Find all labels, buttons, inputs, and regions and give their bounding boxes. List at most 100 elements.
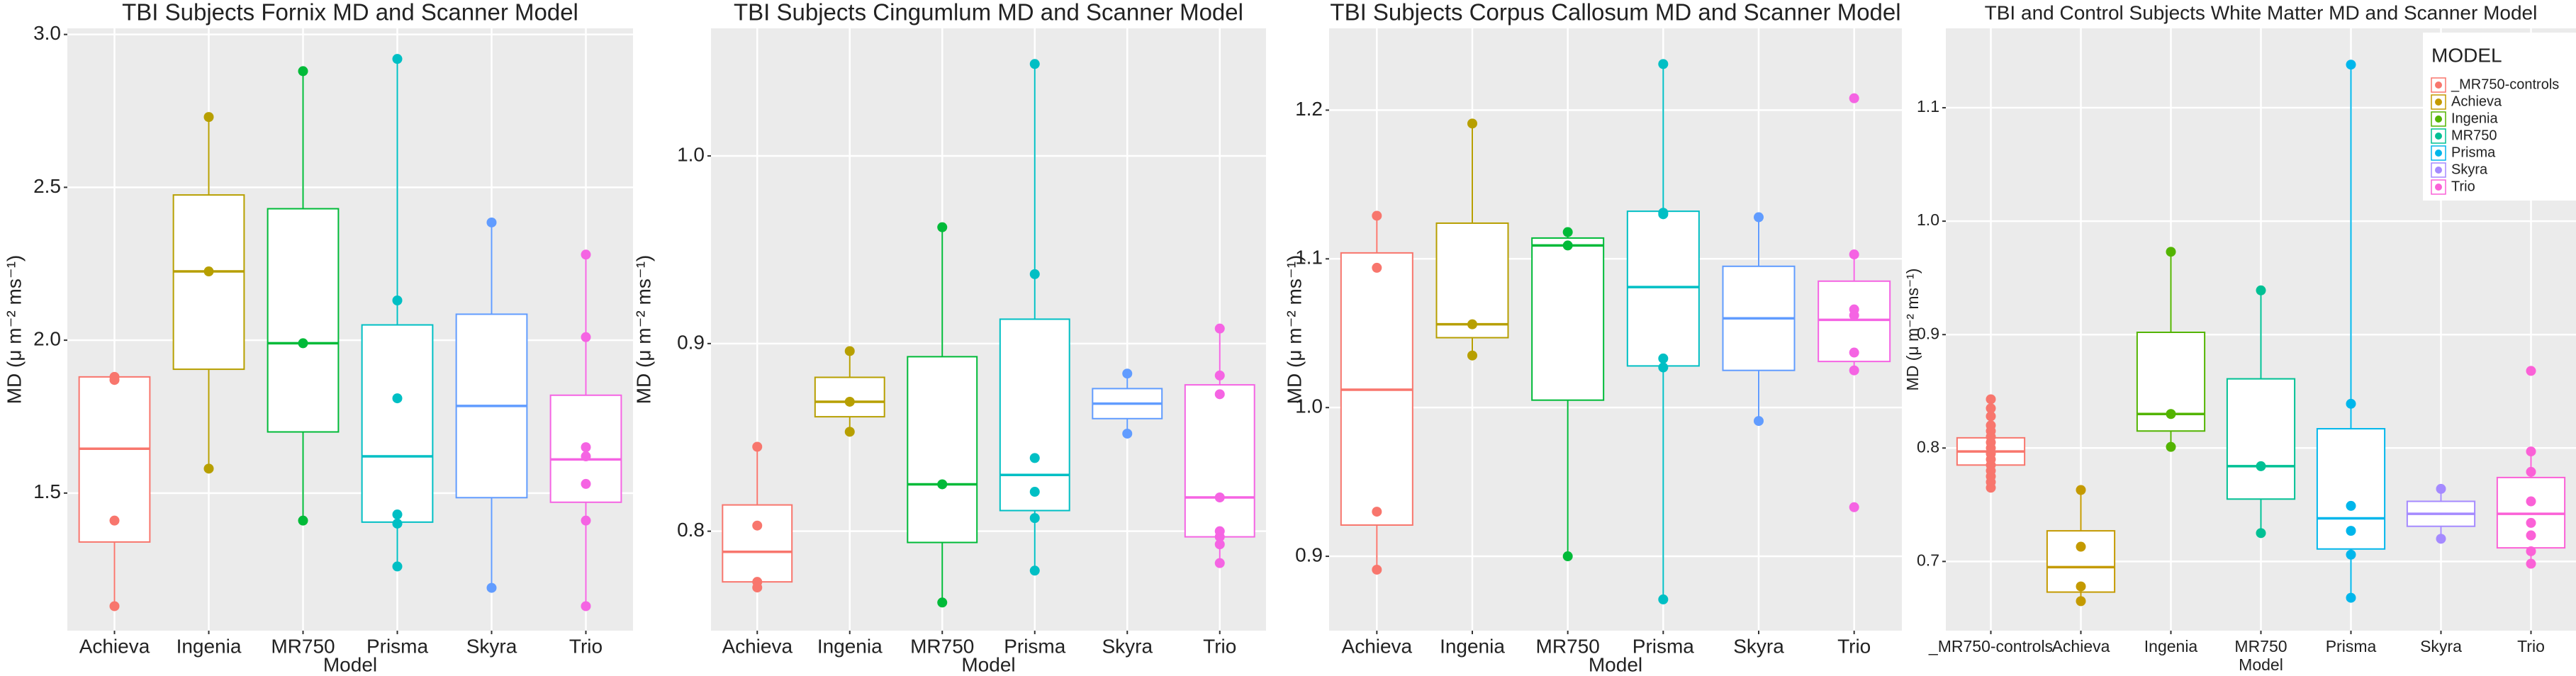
point [109, 371, 120, 382]
point [109, 515, 120, 526]
y-tick-label: 3.0 [33, 22, 61, 44]
box [1184, 384, 1255, 538]
y-tick-label: 1.0 [1917, 210, 1939, 229]
point [844, 346, 855, 356]
x-tick-label: MR750 [2234, 637, 2287, 655]
legend-label: Ingenia [2451, 111, 2498, 126]
box [78, 376, 151, 543]
point [1849, 502, 1859, 512]
x-tick-label: MR750 [1536, 635, 1600, 657]
box [2226, 378, 2296, 500]
legend-point [2435, 167, 2442, 174]
point [1029, 453, 1040, 463]
x-axis-title: Model [2239, 655, 2283, 674]
y-axis-title: MD (μ m⁻² ms⁻¹) [1903, 269, 1922, 391]
point [1467, 350, 1477, 361]
point [1214, 370, 1225, 381]
point [2076, 596, 2086, 607]
point [1658, 208, 1669, 218]
y-tick-label: 1.1 [1917, 97, 1939, 116]
point [1986, 403, 1996, 414]
x-tick-label: Skyra [1102, 635, 1153, 657]
x-tick-label: Skyra [2420, 637, 2462, 655]
point [2346, 549, 2356, 560]
point [486, 217, 497, 227]
box [999, 318, 1070, 512]
point [1122, 368, 1133, 379]
x-axis-title: Model [961, 653, 1015, 675]
y-axis-title: MD (μ m⁻² ms⁻¹) [3, 255, 25, 405]
point [1214, 492, 1225, 502]
point [1214, 526, 1225, 536]
point [392, 509, 403, 520]
box [2046, 530, 2116, 593]
point [203, 112, 214, 123]
y-tick-label: 1.2 [1295, 98, 1323, 120]
point [1122, 428, 1133, 439]
legend-box [2423, 33, 2576, 201]
chart-title: TBI and Control Subjects White Matter MD… [1985, 1, 2538, 23]
legend-point [2435, 81, 2442, 89]
point [1214, 539, 1225, 550]
point [392, 518, 403, 529]
point [2526, 446, 2536, 457]
legend-label: MR750 [2451, 128, 2497, 143]
legend-label: Prisma [2451, 145, 2496, 160]
point [1562, 227, 1573, 237]
point [203, 266, 214, 277]
point [1029, 487, 1040, 497]
y-tick-label: 0.8 [1917, 437, 1939, 456]
x-tick-label: Trio [2517, 637, 2545, 655]
point [1029, 513, 1040, 524]
y-tick-label: 0.8 [677, 519, 705, 541]
point [1467, 118, 1477, 129]
chart-title: TBI Subjects Fornix MD and Scanner Model [122, 0, 578, 26]
point [2346, 60, 2356, 70]
point [1562, 240, 1573, 251]
point [581, 478, 591, 489]
point [2346, 398, 2356, 409]
point [392, 393, 403, 404]
y-tick-label: 2.5 [33, 175, 61, 197]
point [2526, 496, 2536, 507]
point [581, 451, 591, 462]
point [937, 597, 948, 608]
point [1986, 394, 1996, 405]
x-tick-label: Ingenia [177, 635, 242, 657]
point [1029, 59, 1040, 69]
box [907, 356, 978, 543]
point [1986, 411, 1996, 422]
x-tick-label: Trio [1837, 635, 1871, 657]
legend-label: Trio [2451, 179, 2475, 194]
point [937, 222, 948, 232]
point [2076, 581, 2086, 592]
box [267, 208, 340, 433]
box [1435, 222, 1509, 339]
x-axis-title: Model [323, 653, 377, 675]
x-tick-label: MR750 [910, 635, 974, 657]
x-tick-label: Ingenia [2144, 637, 2198, 655]
point [2256, 285, 2266, 295]
point [752, 577, 763, 587]
x-tick-label: Prisma [366, 635, 429, 657]
legend-point [2435, 116, 2442, 123]
point [1658, 59, 1669, 69]
point [2346, 500, 2356, 511]
x-tick-label: Ingenia [817, 635, 883, 657]
y-tick-label: 0.9 [1917, 324, 1939, 342]
chart-title: TBI Subjects Cingumlum MD and Scanner Mo… [734, 0, 1243, 26]
point [1562, 551, 1573, 562]
legend-point [2435, 150, 2442, 157]
point [2346, 592, 2356, 603]
point [2166, 409, 2176, 419]
point [2076, 485, 2086, 495]
x-tick-label: Skyra [466, 635, 517, 657]
box [722, 504, 793, 583]
point [298, 338, 308, 349]
point [1658, 353, 1669, 364]
point [2526, 517, 2536, 528]
y-axis-title: MD (μ m⁻² ms⁻¹) [632, 255, 654, 405]
point [1849, 93, 1859, 103]
point [298, 515, 308, 526]
